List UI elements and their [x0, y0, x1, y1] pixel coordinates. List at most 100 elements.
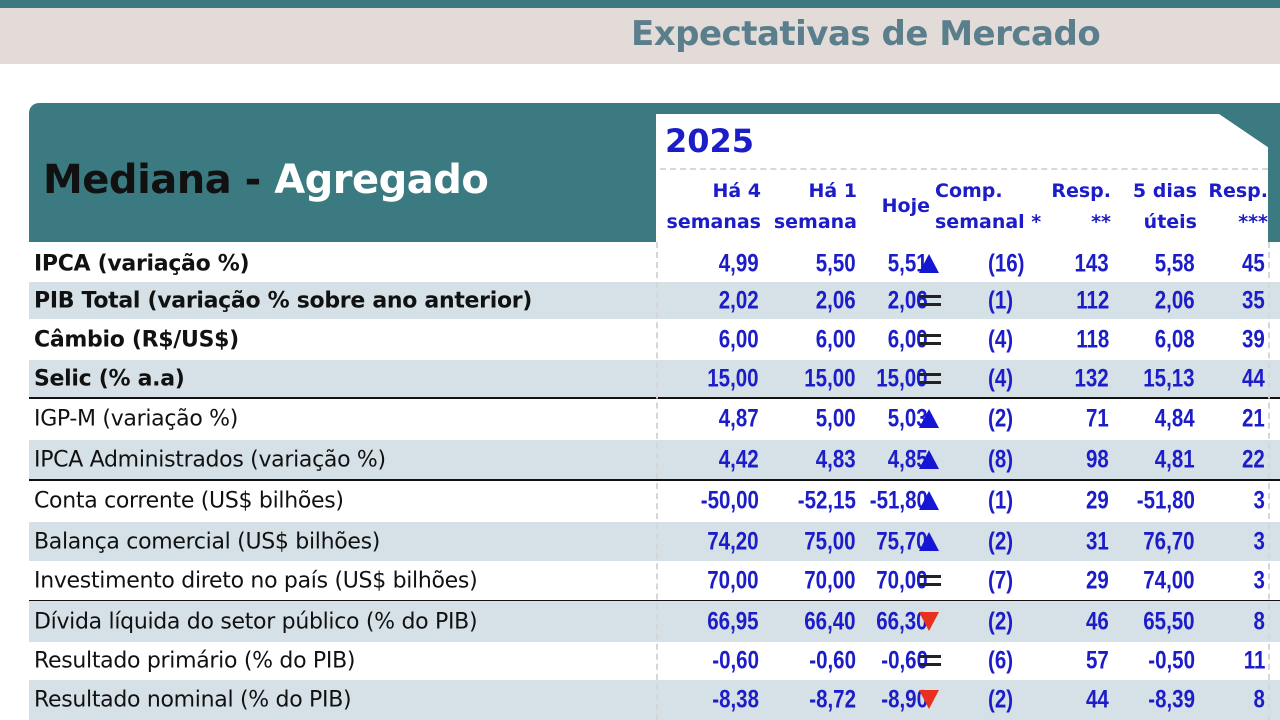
- cell-value: 3: [1253, 527, 1265, 555]
- column-divider: [656, 242, 658, 720]
- cell-h1: 70,00: [793, 567, 856, 596]
- cell-h4: -0,60: [702, 647, 759, 676]
- cell-comp-value: (4): [988, 364, 1014, 393]
- cell-d5: 15,13: [1132, 365, 1195, 394]
- cell-d5: 5,58: [1146, 249, 1195, 278]
- cell-h4: 4,99: [710, 249, 759, 278]
- cell-value: -0,60: [881, 646, 928, 675]
- column-header-line2: Hoje: [881, 195, 930, 217]
- cell-comp-value: (16): [988, 249, 1025, 277]
- cell-resp5: 3: [1251, 487, 1265, 516]
- cell-comp: (16): [988, 249, 1032, 278]
- cell-value: 5,58: [1155, 249, 1195, 277]
- cell-comp-value: (2): [988, 404, 1014, 433]
- cell-resp: 31: [1081, 527, 1109, 556]
- column-header-6: 5 dias úteis: [1133, 176, 1197, 238]
- cell-value: 65,50: [1143, 607, 1195, 635]
- cell-value: 57: [1086, 646, 1109, 675]
- cell-resp5: 8: [1251, 686, 1265, 715]
- cell-value: 2,06: [816, 286, 856, 314]
- header-dashed-line: [660, 168, 1268, 170]
- cell-value: 29: [1086, 486, 1109, 515]
- cell-value: -8,72: [809, 685, 856, 714]
- cell-resp5: 45: [1237, 249, 1265, 278]
- cell-resp: 29: [1081, 567, 1109, 596]
- cell-value: -50,00: [700, 486, 759, 515]
- table-row: Investimento direto no país (US$ bilhões…: [29, 561, 1280, 601]
- cell-h1: 4,83: [807, 446, 856, 475]
- cell-h4: 4,42: [710, 446, 759, 475]
- cell-comp: (8): [988, 446, 1019, 475]
- cell-value: 4,84: [1155, 404, 1195, 433]
- table-row: Dívida líquida do setor público (% do PI…: [29, 601, 1280, 642]
- cell-value: 6,00: [888, 325, 928, 353]
- cell-hoje: 6,00: [879, 325, 928, 354]
- cell-value: 70,00: [707, 566, 759, 595]
- row-label: IPCA Administrados (variação %): [34, 447, 386, 473]
- table-row: Resultado primário (% do PIB) -0,60 -0,60-…: [29, 642, 1280, 680]
- cell-comp: (1): [988, 487, 1019, 516]
- column-header-line2: semanas: [666, 211, 761, 233]
- cell-value: 74,20: [707, 527, 759, 555]
- cell-value: -0,60: [809, 646, 856, 675]
- cell-value: 8: [1253, 607, 1265, 635]
- cell-d5: 74,00: [1132, 567, 1195, 596]
- cell-resp: 143: [1067, 249, 1109, 278]
- cell-resp5: 11: [1239, 647, 1265, 676]
- cell-h1: 15,00: [793, 365, 856, 394]
- cell-comp-value: (1): [988, 486, 1014, 515]
- cell-value: 3: [1253, 486, 1265, 515]
- table-title: Mediana - Agregado: [43, 157, 489, 203]
- page-title: Expectativas de Mercado: [631, 14, 1101, 54]
- table-row: Resultado nominal (% do PIB) -8,38 -8,72 -8…: [29, 680, 1280, 720]
- cell-comp-value: (2): [988, 685, 1014, 714]
- equals-icon: [919, 651, 941, 671]
- cell-value: 11: [1243, 646, 1265, 675]
- column-header-line1: Resp.: [1051, 180, 1111, 202]
- cell-h1: 5,50: [807, 249, 856, 278]
- cell-value: 132: [1074, 364, 1109, 393]
- cell-hoje: -51,80: [857, 487, 928, 516]
- cell-value: -52,15: [797, 486, 856, 515]
- group-separator: [29, 397, 1280, 399]
- table-row: Conta corrente (US$ bilhões) -50,00 -52,15…: [29, 480, 1280, 522]
- cell-comp: (2): [988, 405, 1019, 434]
- cell-resp5: 3: [1251, 527, 1265, 556]
- cell-resp5: 22: [1237, 446, 1265, 475]
- cell-value: 4,42: [719, 445, 759, 474]
- cell-value: 29: [1086, 566, 1109, 595]
- cell-resp5: 8: [1251, 607, 1265, 636]
- cell-value: 143: [1074, 249, 1109, 277]
- column-header-line2: semana: [773, 211, 857, 233]
- cell-value: 98: [1086, 445, 1109, 474]
- cell-value: 5,50: [816, 249, 856, 277]
- cell-d5: 4,81: [1146, 446, 1195, 475]
- cell-value: 4,83: [816, 445, 856, 474]
- cell-comp-value: (2): [988, 527, 1014, 555]
- cell-resp: 118: [1069, 325, 1109, 354]
- cell-comp-value: (4): [988, 325, 1014, 353]
- cell-value: 66,40: [804, 607, 856, 635]
- cell-comp-value: (1): [988, 286, 1014, 314]
- cell-d5: -0,50: [1138, 647, 1195, 676]
- cell-value: -51,80: [869, 486, 928, 515]
- column-header-line2: ***: [1238, 211, 1268, 233]
- row-label: IGP-M (variação %): [34, 406, 239, 432]
- cell-value: -0,50: [1148, 646, 1195, 675]
- cell-value: 66,95: [707, 607, 759, 635]
- cell-h4: 74,20: [696, 527, 759, 556]
- cell-value: 46: [1086, 607, 1109, 635]
- column-header-line2: **: [1091, 211, 1111, 233]
- cell-h1: -0,60: [799, 647, 856, 676]
- cell-h4: 6,00: [710, 325, 759, 354]
- row-label: Balança comercial (US$ bilhões): [34, 529, 381, 554]
- triangle-down-icon: [919, 690, 939, 710]
- cell-comp: (2): [988, 686, 1019, 715]
- cell-resp: 71: [1081, 405, 1109, 434]
- cell-value: 15,00: [804, 364, 856, 393]
- cell-comp: (2): [988, 527, 1019, 556]
- cell-comp-value: (7): [988, 566, 1014, 595]
- triangle-up-icon: [919, 531, 939, 552]
- cell-comp-value: (8): [988, 445, 1014, 474]
- cell-value: 15,00: [707, 364, 759, 393]
